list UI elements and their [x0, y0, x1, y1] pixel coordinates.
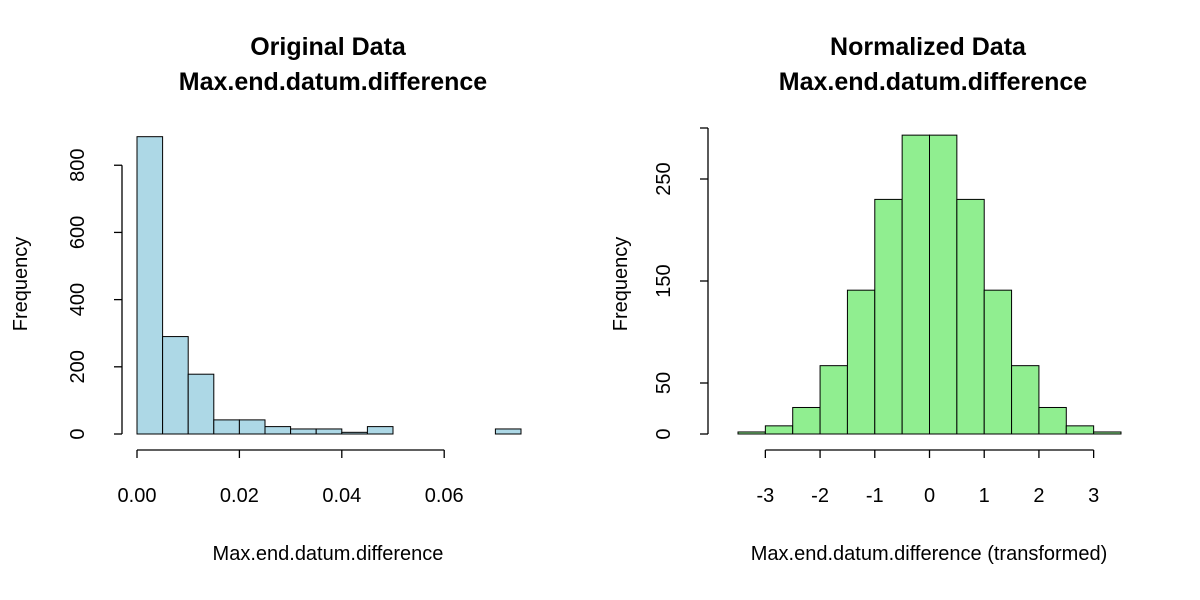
histogram-bar: [187, 373, 215, 435]
histogram-bar: [366, 426, 394, 435]
histogram-bar: [901, 134, 931, 435]
bar-series: [737, 134, 1122, 435]
chart-subtitle: Max.end.datum.difference: [779, 68, 1087, 96]
histogram-bar: [846, 289, 876, 435]
histogram-bar: [341, 431, 368, 435]
x-tick-label: -1: [866, 485, 884, 507]
y-tick-label: 600: [67, 216, 89, 249]
histogram-bar: [136, 136, 164, 435]
chart-subtitle: Max.end.datum.difference: [179, 68, 487, 96]
y-tick-label: 150: [653, 264, 675, 297]
histogram-bar: [929, 134, 958, 435]
y-tick-label: 0: [653, 428, 675, 439]
histogram-bar: [874, 198, 903, 435]
histogram-bar: [956, 198, 985, 435]
histogram-bar: [1065, 425, 1095, 435]
histogram-bar: [264, 426, 292, 435]
histogram-bar: [315, 428, 343, 435]
histogram-bar: [1038, 406, 1067, 435]
x-tick-label: 0.04: [322, 485, 361, 507]
x-tick-label: 0.06: [425, 485, 464, 507]
histogram-bar: [737, 431, 766, 435]
x-axis: -3 -2 -1 0 1 2 3: [756, 449, 1099, 507]
x-tick-label: 1: [979, 485, 990, 507]
y-tick-label: 250: [653, 162, 675, 195]
y-axis: 0 50 150 250: [653, 127, 709, 440]
histogram-bar: [238, 419, 266, 435]
histogram-bar: [494, 428, 522, 435]
histogram-bar: [1093, 431, 1122, 435]
histogram-bar: [983, 289, 1013, 435]
histogram-bar: [213, 419, 240, 435]
y-tick-label: 400: [67, 283, 89, 316]
histogram-bar: [764, 425, 794, 435]
histogram-bar: [162, 336, 189, 435]
y-tick-label: 50: [653, 372, 675, 394]
histogram-bar: [819, 365, 848, 435]
normalized-data-panel: Normalized Data Max.end.datum.difference…: [610, 33, 1122, 565]
y-tick-label: 800: [67, 149, 89, 182]
x-tick-label: 3: [1088, 485, 1099, 507]
histogram-bar: [1011, 365, 1040, 435]
x-tick-label: 2: [1033, 485, 1044, 507]
original-data-panel: Original Data Max.end.datum.difference M…: [10, 33, 522, 565]
y-axis-label: Frequency: [610, 237, 632, 332]
y-tick-label: 0: [67, 428, 89, 439]
histogram-bar: [792, 406, 821, 435]
y-tick-label: 200: [67, 350, 89, 383]
bar-series: [136, 136, 522, 435]
y-axis: 0 200 400 600 800: [67, 149, 123, 440]
x-tick-label: -3: [756, 485, 774, 507]
x-tick-label: 0.00: [118, 485, 157, 507]
y-axis-label: Frequency: [10, 237, 32, 332]
chart-title: Normalized Data: [830, 33, 1027, 61]
x-axis: 0.00 0.02 0.04 0.06: [118, 449, 464, 507]
histogram-bar: [290, 428, 317, 435]
x-tick-label: -2: [811, 485, 829, 507]
x-axis-label: Max.end.datum.difference (transformed): [751, 543, 1107, 565]
x-tick-label: 0: [924, 485, 935, 507]
x-tick-label: 0.02: [220, 485, 259, 507]
x-axis-label: Max.end.datum.difference: [213, 543, 444, 565]
chart-title: Original Data: [250, 33, 407, 61]
